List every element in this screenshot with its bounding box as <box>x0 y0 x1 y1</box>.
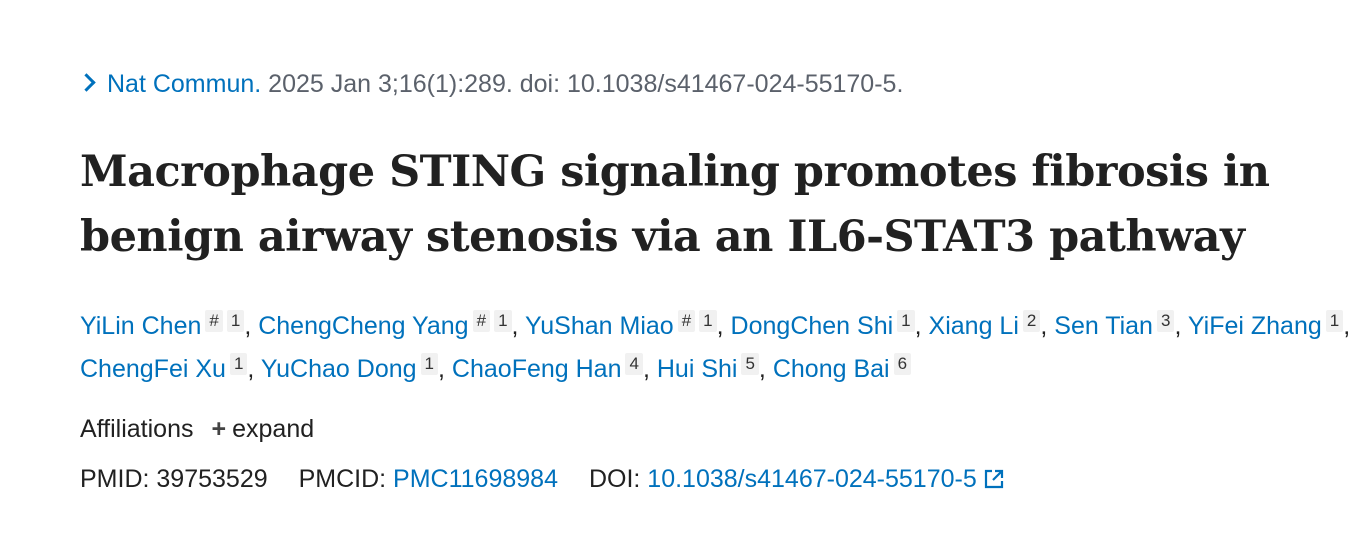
identifiers: PMID: 39753529 PMCID: PMC11698984 DOI: 1… <box>80 465 1005 494</box>
doi-link[interactable]: 10.1038/s41467-024-55170-5 <box>647 465 1004 493</box>
author-link[interactable]: ChengCheng Yang <box>258 312 469 340</box>
author-link[interactable]: YiLin Chen <box>80 312 202 340</box>
pmid-value: 39753529 <box>156 465 268 493</box>
affiliation-marker[interactable]: 1 <box>226 310 245 332</box>
affiliation-marker[interactable]: 1 <box>229 353 248 375</box>
author-link[interactable]: YuShan Miao <box>524 312 674 340</box>
affiliations-label: Affiliations <box>80 415 194 443</box>
citation: Nat Commun. 2025 Jan 3;16(1):289. doi: 1… <box>77 70 904 99</box>
doi-value: 10.1038/s41467-024-55170-5 <box>647 465 977 493</box>
author-item: Sen Tian 3, <box>1054 310 1188 340</box>
author-item: Chong Bai 6 <box>772 353 912 383</box>
affiliation-marker[interactable]: 1 <box>494 310 512 332</box>
author-link[interactable]: Xiang Li <box>928 312 1019 340</box>
doi-label: DOI: <box>588 465 641 493</box>
affiliation-marker[interactable]: 1 <box>1325 310 1344 332</box>
author-item: ChengFei Xu 1, <box>80 353 261 383</box>
citation-details: 2025 Jan 3;16(1):289. doi: 10.1038/s4146… <box>268 70 904 98</box>
affiliations: Affiliations + expand <box>80 415 314 444</box>
author-item: Xiang Li 2, <box>928 310 1055 340</box>
author-item: YiFei Zhang 1, <box>1187 310 1351 340</box>
pmid-label: PMID: <box>80 465 150 493</box>
author-link[interactable]: Chong Bai <box>772 355 890 383</box>
affiliation-marker[interactable]: 1 <box>897 310 915 332</box>
chevron-right-icon[interactable] <box>77 73 96 92</box>
pmcid-label: PMCID: <box>298 465 387 493</box>
authors-list: YiLin Chen #1, ChengCheng Yang #1, YuShan … <box>80 305 1355 391</box>
author-item: ChaoFeng Han 4, <box>451 353 657 383</box>
affiliation-marker[interactable]: 4 <box>625 353 643 375</box>
external-link-icon <box>984 469 1003 489</box>
affiliation-marker[interactable]: # <box>205 310 223 332</box>
pmcid-link[interactable]: PMC11698984 <box>393 465 558 493</box>
affiliation-marker[interactable]: 3 <box>1156 310 1175 332</box>
author-item: ChengCheng Yang #1, <box>258 310 525 340</box>
author-item: YuChao Dong 1, <box>260 353 452 383</box>
author-item: DongChen Shi 1, <box>730 310 929 340</box>
expand-label: expand <box>232 415 315 443</box>
plus-icon: + <box>211 415 227 443</box>
expand-affiliations-button[interactable]: + expand <box>194 415 315 443</box>
author-item: YuShan Miao #1, <box>524 310 731 340</box>
affiliation-marker[interactable]: 5 <box>741 353 759 375</box>
author-item: YiLin Chen #1, <box>80 310 259 340</box>
author-link[interactable]: DongChen Shi <box>730 312 894 340</box>
journal-link[interactable]: Nat Commun. <box>107 70 262 98</box>
affiliation-marker[interactable]: 2 <box>1022 310 1041 332</box>
affiliation-marker[interactable]: 1 <box>699 310 717 332</box>
author-link[interactable]: YiFei Zhang <box>1187 312 1322 340</box>
affiliation-marker[interactable]: # <box>472 310 491 332</box>
author-link[interactable]: ChaoFeng Han <box>451 355 622 383</box>
author-link[interactable]: Hui Shi <box>656 355 738 383</box>
author-link[interactable]: ChengFei Xu <box>80 355 226 383</box>
author-link[interactable]: Sen Tian <box>1054 312 1153 340</box>
article-title: Macrophage STING signaling promotes fibr… <box>80 147 1270 262</box>
author-link[interactable]: YuChao Dong <box>260 355 417 383</box>
affiliation-marker[interactable]: # <box>677 310 696 332</box>
author-item: Hui Shi 5, <box>656 353 773 383</box>
affiliation-marker[interactable]: 6 <box>893 353 912 375</box>
affiliation-marker[interactable]: 1 <box>420 353 439 375</box>
